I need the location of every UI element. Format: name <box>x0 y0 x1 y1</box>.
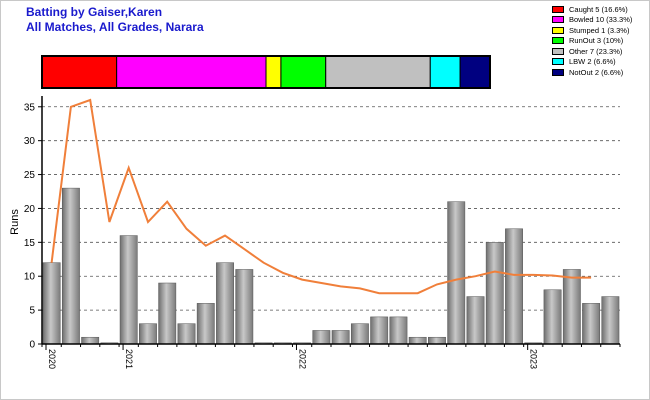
bar-6 <box>158 282 177 345</box>
y-axis-label: Runs <box>9 209 21 235</box>
bar-14 <box>312 330 331 345</box>
chart-subtitle: All Matches, All Grades, Narara <box>26 20 204 34</box>
x-tick-label: 2023 <box>529 349 539 369</box>
breakdown-segment-lbw <box>429 55 461 89</box>
legend-swatch <box>552 69 564 77</box>
legend-label: Stumped 1 (3.3%) <box>569 25 630 35</box>
y-tick-label: 20 <box>24 204 36 215</box>
legend-label: RunOut 3 (10%) <box>569 36 624 46</box>
bar-29 <box>601 296 620 345</box>
legend-swatch <box>552 5 564 13</box>
dismissal-breakdown-bar <box>41 55 491 89</box>
bar-28 <box>582 303 601 345</box>
legend-swatch <box>552 58 564 66</box>
x-tick-label: 2021 <box>124 349 134 369</box>
legend-swatch <box>552 47 564 55</box>
y-axis-ticks: 0 5 10 15 20 25 30 35 <box>24 102 42 351</box>
y-tick-label: 5 <box>29 306 35 317</box>
breakdown-segment-notout <box>459 55 491 89</box>
legend-item-caught: Caught 5 (16.6%) <box>552 4 632 14</box>
runs-bars <box>42 187 620 345</box>
bar-7 <box>177 323 196 345</box>
chart-title: Batting by Gaiser,Karen <box>26 5 163 19</box>
legend: Caught 5 (16.6%) Bowled 10 (33.3%) Stump… <box>552 4 632 78</box>
bar-0 <box>42 262 61 345</box>
y-tick-label: 30 <box>24 136 36 147</box>
legend-item-lbw: LBW 2 (6.6%) <box>552 57 632 67</box>
bar-19 <box>408 336 427 345</box>
legend-swatch <box>552 37 564 45</box>
breakdown-segment-caught <box>41 55 118 89</box>
bar-21 <box>447 201 466 345</box>
legend-item-stumped: Stumped 1 (3.3%) <box>552 25 632 35</box>
breakdown-segment-other <box>325 55 431 89</box>
bar-17 <box>370 316 389 345</box>
bar-8 <box>196 303 215 345</box>
bar-1 <box>61 187 80 345</box>
bar-5 <box>139 323 157 345</box>
breakdown-border <box>41 55 491 89</box>
bar-20 <box>428 336 446 345</box>
x-tick-label: 2020 <box>47 349 57 369</box>
breakdown-segment-stumped <box>265 55 282 89</box>
average-polyline <box>50 98 592 295</box>
legend-label: Caught 5 (16.6%) <box>569 4 628 14</box>
breakdown-segment-runout <box>280 55 327 89</box>
y-tick-label: 25 <box>24 170 36 181</box>
bar-18 <box>389 316 408 345</box>
y-tick-label: 15 <box>24 238 36 249</box>
legend-item-other: Other 7 (23.3%) <box>552 46 632 56</box>
legend-swatch <box>552 26 564 34</box>
legend-item-runout: RunOut 3 (10%) <box>552 36 632 46</box>
legend-label: LBW 2 (6.6%) <box>569 57 616 67</box>
legend-label: NotOut 2 (6.6%) <box>569 68 624 78</box>
legend-item-notout: NotOut 2 (6.6%) <box>552 68 632 78</box>
bar-23 <box>485 242 504 345</box>
bar-26 <box>543 289 562 345</box>
y-tick-label: 35 <box>24 102 36 113</box>
legend-item-bowled: Bowled 10 (33.3%) <box>552 15 632 25</box>
bar-22 <box>466 296 485 345</box>
bar-2 <box>81 336 100 345</box>
bar-9 <box>216 262 234 345</box>
bar-15 <box>331 330 350 345</box>
bar-24 <box>505 228 523 345</box>
legend-label: Bowled 10 (33.3%) <box>569 15 633 25</box>
gridlines <box>42 106 620 311</box>
bar-4 <box>119 235 138 345</box>
legend-swatch <box>552 16 564 24</box>
x-tick-label: 2022 <box>297 349 307 369</box>
bar-10 <box>235 269 254 345</box>
legend-label: Other 7 (23.3%) <box>569 46 623 56</box>
breakdown-segment-bowled <box>116 55 267 89</box>
average-line <box>50 98 592 295</box>
y-tick-label: 10 <box>24 272 36 283</box>
bar-27 <box>562 269 581 345</box>
bar-16 <box>350 323 369 345</box>
y-tick-label: 0 <box>29 340 35 351</box>
x-axis-ticks: 2020 2021 2022 2023 <box>41 344 621 369</box>
